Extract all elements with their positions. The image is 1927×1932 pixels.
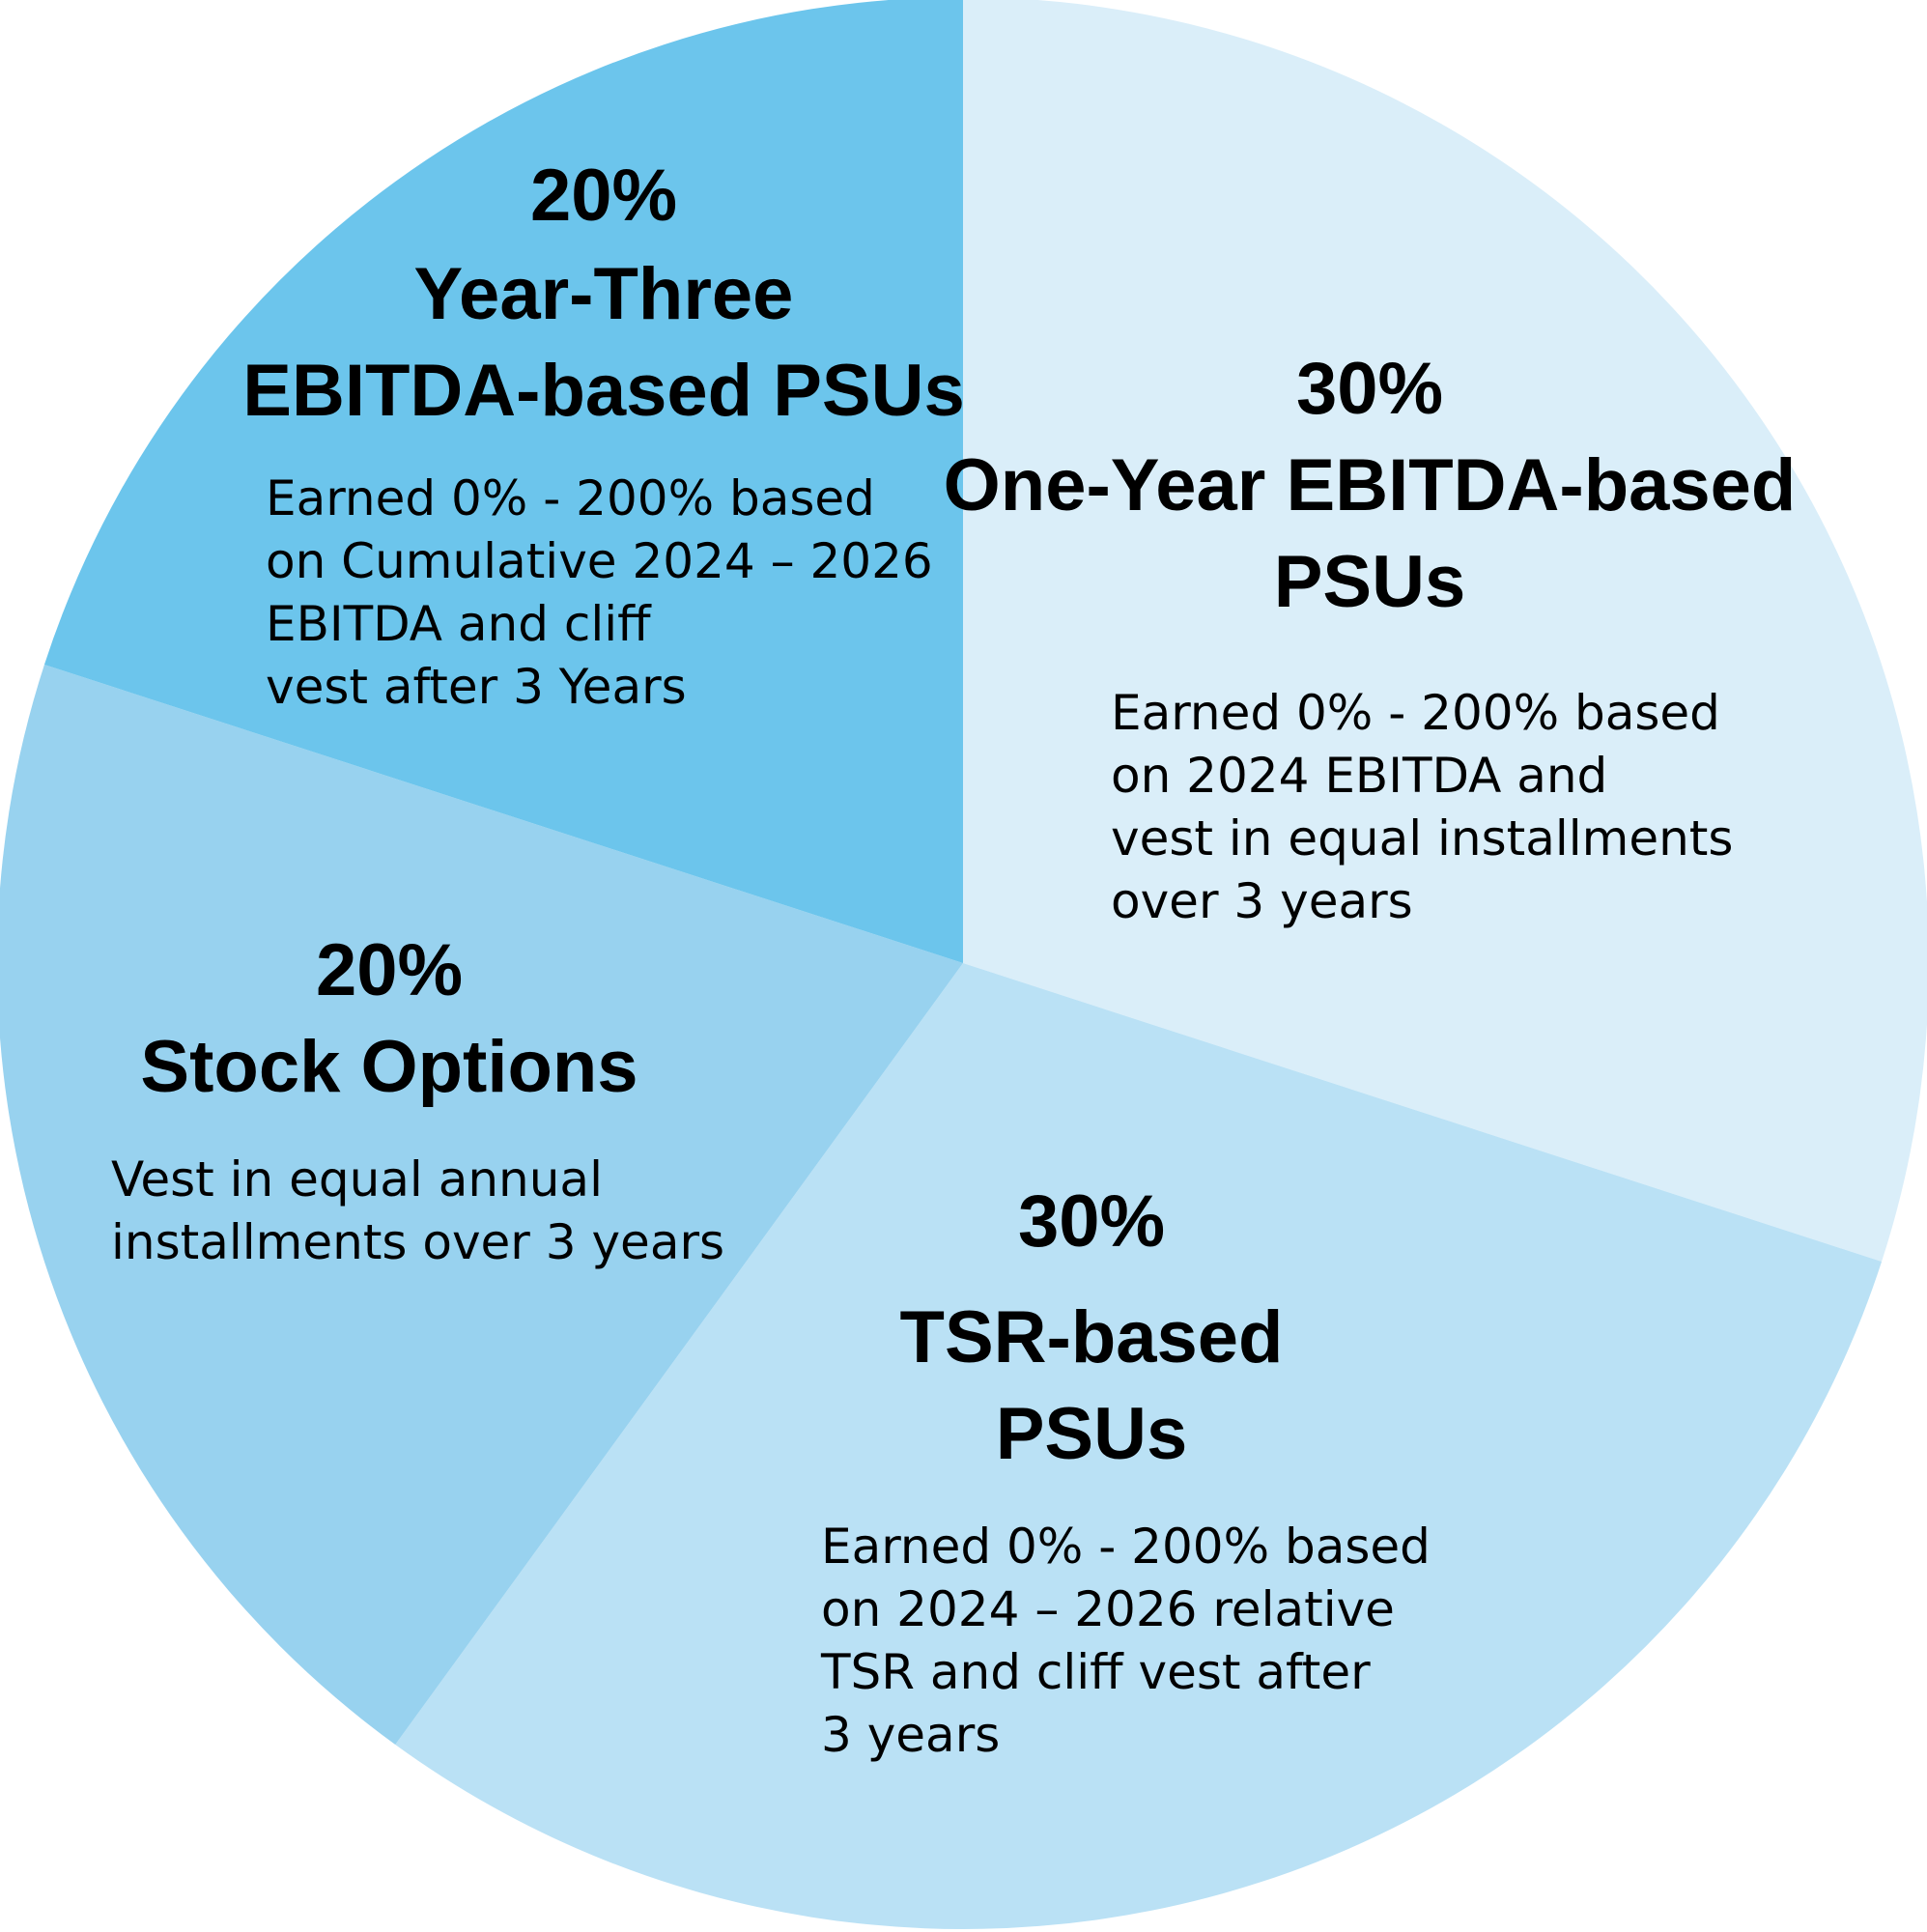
slice-description-line: TSR and cliff vest after (820, 1644, 1371, 1700)
slice-description-line: Earned 0% - 200% based (821, 1519, 1431, 1575)
pie-labels: 30% One-Year EBITDA-based PSUs Earned 0% - … (111, 155, 1796, 1763)
slice-percent-label: 30% (1296, 348, 1443, 430)
slice-name-label: PSUs (1274, 541, 1466, 623)
pie-slice-1 (963, 0, 1927, 1263)
slice-percent-label: 20% (530, 155, 677, 237)
pie-slice-4 (43, 0, 963, 963)
slice-name-label: PSUs (996, 1393, 1188, 1475)
pie-slice-3 (0, 664, 963, 1746)
slice-description-line: over 3 years (1111, 873, 1413, 929)
slice-name-label: EBITDA-based PSUs (242, 350, 965, 432)
slice-description-line: vest after 3 Years (266, 659, 687, 715)
slice-percent-label: 30% (1018, 1180, 1165, 1263)
slice-description-line: Earned 0% - 200% based (266, 470, 875, 526)
slice-description-line: EBITDA and cliff (266, 596, 652, 652)
slice-description-line: on Cumulative 2024 – 2026 (266, 533, 933, 589)
slice-name-label: TSR-based (900, 1296, 1284, 1378)
slice-description-line: 3 years (821, 1707, 1000, 1763)
pie-slice-2 (395, 963, 1883, 1930)
slice-description-line: Earned 0% - 200% based (1111, 685, 1720, 741)
slice-name-label: One-Year EBITDA-based (944, 444, 1797, 526)
slice-name-label: Stock Options (140, 1026, 638, 1108)
slice-percent-label: 20% (316, 929, 463, 1011)
slice-description-line: Vest in equal annual (111, 1151, 603, 1208)
slice-description-line: vest in equal installments (1111, 810, 1733, 867)
slice-name-label: Year-Three (414, 253, 794, 335)
slice-description-line: on 2024 EBITDA and (1111, 748, 1607, 804)
slice-description-line: on 2024 – 2026 relative (821, 1581, 1395, 1637)
slice-description-line: installments over 3 years (111, 1214, 724, 1270)
